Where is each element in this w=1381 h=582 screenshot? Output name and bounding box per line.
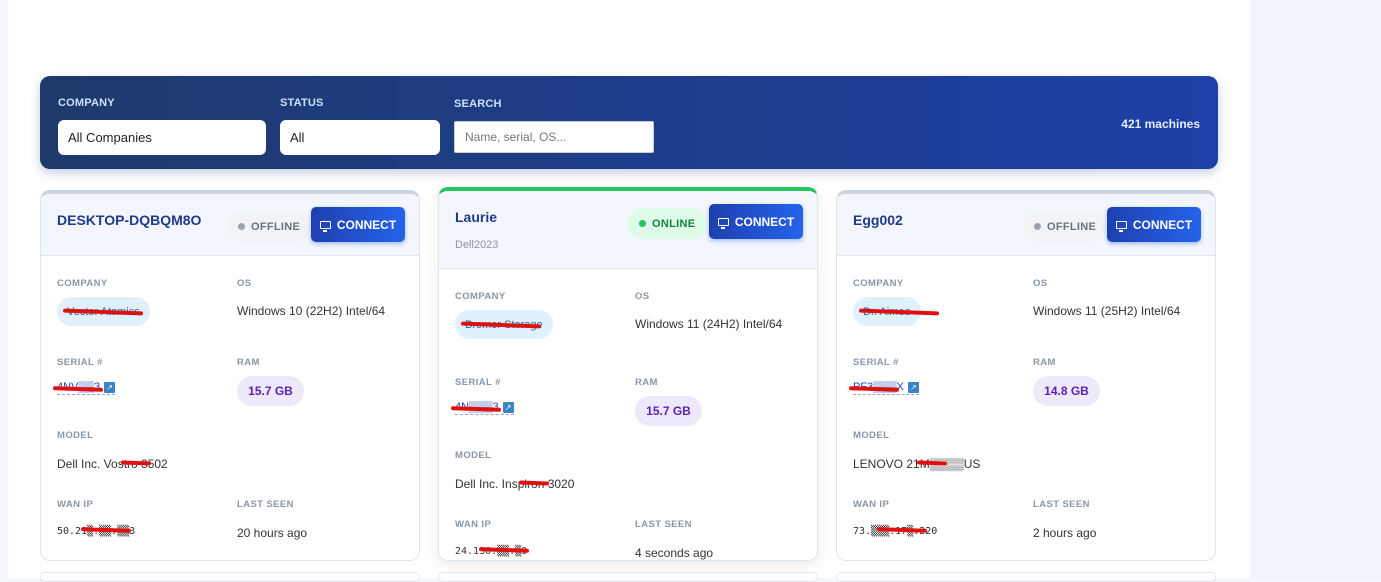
connect-label: CONNECT (336, 217, 397, 232)
status-filter-label: STATUS (280, 97, 324, 109)
status-select[interactable]: All (280, 120, 440, 155)
last-seen-value: 4 seconds ago (635, 546, 714, 560)
wan-ip-label: WAN IP (455, 519, 492, 530)
company-filter-label: COMPANY (58, 97, 115, 109)
connect-button[interactable]: CONNECT (311, 207, 405, 242)
status-text: ONLINE (652, 217, 696, 230)
card-header: DESKTOP-DQBQM8O OFFLINE CONNECT (41, 194, 419, 256)
serial-label: SERIAL # (57, 357, 103, 368)
machine-name[interactable]: DESKTOP-DQBQM8O (57, 212, 202, 228)
os-value: Windows 11 (24H2) Intel/64 (635, 317, 783, 331)
status-badge: OFFLINE (1023, 211, 1108, 242)
os-label: OS (635, 291, 650, 302)
company-label: COMPANY (57, 278, 108, 289)
next-card-stub (438, 572, 818, 582)
external-link-icon[interactable]: ↗ (104, 381, 116, 393)
wan-ip-label: WAN IP (57, 499, 94, 510)
model-value: Dell Inc. Vostro 3502 (57, 457, 168, 471)
last-seen-label: LAST SEEN (1033, 499, 1090, 510)
search-label: SEARCH (454, 98, 502, 110)
external-link-icon[interactable]: ↗ (502, 401, 514, 413)
last-seen-label: LAST SEEN (635, 519, 692, 530)
machine-card: Egg002 OFFLINE CONNECT COMPANY OS Dr. Ai… (836, 190, 1216, 561)
last-seen-label: LAST SEEN (237, 499, 294, 510)
company-label: COMPANY (455, 291, 506, 302)
os-value: Windows 10 (22H2) Intel/64 (237, 304, 386, 318)
serial-label: SERIAL # (853, 357, 899, 368)
connect-label: CONNECT (1132, 217, 1193, 232)
model-label: MODEL (57, 430, 94, 441)
machine-count: 421 machines (1121, 117, 1200, 131)
connect-label: CONNECT (734, 214, 795, 229)
last-seen-value: 20 hours ago (237, 526, 308, 540)
ram-label: RAM (1033, 357, 1056, 368)
machine-subtitle: Dell2023 (455, 239, 499, 251)
os-label: OS (237, 278, 252, 289)
machine-name[interactable]: Egg002 (853, 212, 903, 228)
company-label: COMPANY (853, 278, 904, 289)
status-badge: OFFLINE (227, 211, 312, 242)
company-select[interactable]: All Companies (58, 120, 266, 155)
model-label: MODEL (853, 430, 890, 441)
status-dot-icon (238, 223, 245, 230)
monitor-icon (1115, 220, 1127, 232)
status-dot-icon (1034, 223, 1041, 230)
card-header: Laurie Dell2023 ONLINE CONNECT (439, 191, 817, 269)
os-value: Windows 11 (25H2) Intel/64 (1033, 304, 1181, 318)
ram-pill: 15.7 GB (237, 376, 304, 406)
ram-label: RAM (237, 357, 260, 368)
ram-pill: 14.8 GB (1033, 376, 1100, 406)
serial-label: SERIAL # (455, 377, 501, 388)
connect-button[interactable]: CONNECT (1107, 207, 1201, 242)
os-label: OS (1033, 278, 1048, 289)
ram-pill: 15.7 GB (635, 396, 702, 426)
monitor-icon (717, 217, 729, 229)
external-link-icon[interactable]: ↗ (907, 381, 919, 393)
last-seen-value: 2 hours ago (1033, 526, 1097, 540)
ram-label: RAM (635, 377, 658, 388)
right-background (1250, 0, 1381, 578)
next-card-stub (40, 572, 420, 582)
connect-button[interactable]: CONNECT (709, 204, 803, 239)
search-input[interactable]: Name, serial, OS... (454, 121, 654, 153)
model-value: Dell Inc. Inspiron 3020 (455, 477, 575, 491)
machine-card: Laurie Dell2023 ONLINE CONNECT COMPANY O… (438, 187, 818, 561)
status-dot-icon (639, 220, 646, 227)
card-header: Egg002 OFFLINE CONNECT (837, 194, 1215, 256)
status-text: OFFLINE (251, 220, 301, 233)
filter-bar: COMPANY All Companies STATUS All SEARCH … (40, 76, 1218, 169)
model-label: MODEL (455, 450, 492, 461)
machine-name[interactable]: Laurie (455, 209, 498, 225)
next-card-stub (836, 572, 1216, 582)
monitor-icon (319, 220, 331, 232)
wan-ip-label: WAN IP (853, 499, 890, 510)
status-text: OFFLINE (1047, 220, 1097, 233)
machine-card: DESKTOP-DQBQM8O OFFLINE CONNECT COMPANY … (40, 190, 420, 561)
status-badge: ONLINE (628, 208, 707, 239)
model-value: LENOVO 21M▒▒▒▒US (853, 457, 980, 471)
